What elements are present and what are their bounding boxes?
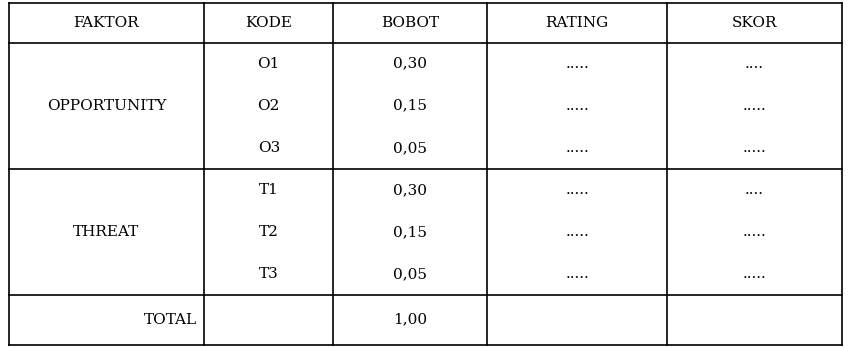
Text: T2: T2 [259, 225, 279, 239]
Text: OPPORTUNITY: OPPORTUNITY [47, 99, 166, 113]
Text: .....: ..... [742, 225, 766, 239]
Text: SKOR: SKOR [731, 16, 777, 30]
Text: .....: ..... [742, 267, 766, 281]
Text: .....: ..... [565, 183, 589, 197]
Text: 0,15: 0,15 [394, 99, 428, 113]
Text: BOBOT: BOBOT [382, 16, 439, 30]
Text: .....: ..... [742, 141, 766, 155]
Text: T3: T3 [259, 267, 279, 281]
Text: THREAT: THREAT [73, 225, 139, 239]
Text: O1: O1 [258, 57, 280, 71]
Text: TOTAL: TOTAL [144, 313, 197, 327]
Text: RATING: RATING [546, 16, 609, 30]
Text: .....: ..... [565, 225, 589, 239]
Text: 0,30: 0,30 [394, 183, 428, 197]
Text: O3: O3 [258, 141, 280, 155]
Text: 0,15: 0,15 [394, 225, 428, 239]
Text: .....: ..... [565, 99, 589, 113]
Text: ....: .... [745, 183, 763, 197]
Text: 0,05: 0,05 [394, 267, 428, 281]
Text: ....: .... [745, 57, 763, 71]
Text: .....: ..... [565, 141, 589, 155]
Text: .....: ..... [742, 99, 766, 113]
Text: FAKTOR: FAKTOR [73, 16, 139, 30]
Text: T1: T1 [259, 183, 279, 197]
Text: 0,30: 0,30 [394, 57, 428, 71]
Text: O2: O2 [258, 99, 280, 113]
Text: .....: ..... [565, 57, 589, 71]
Text: 0,05: 0,05 [394, 141, 428, 155]
Text: KODE: KODE [246, 16, 292, 30]
Text: .....: ..... [565, 267, 589, 281]
Text: 1,00: 1,00 [394, 313, 428, 327]
